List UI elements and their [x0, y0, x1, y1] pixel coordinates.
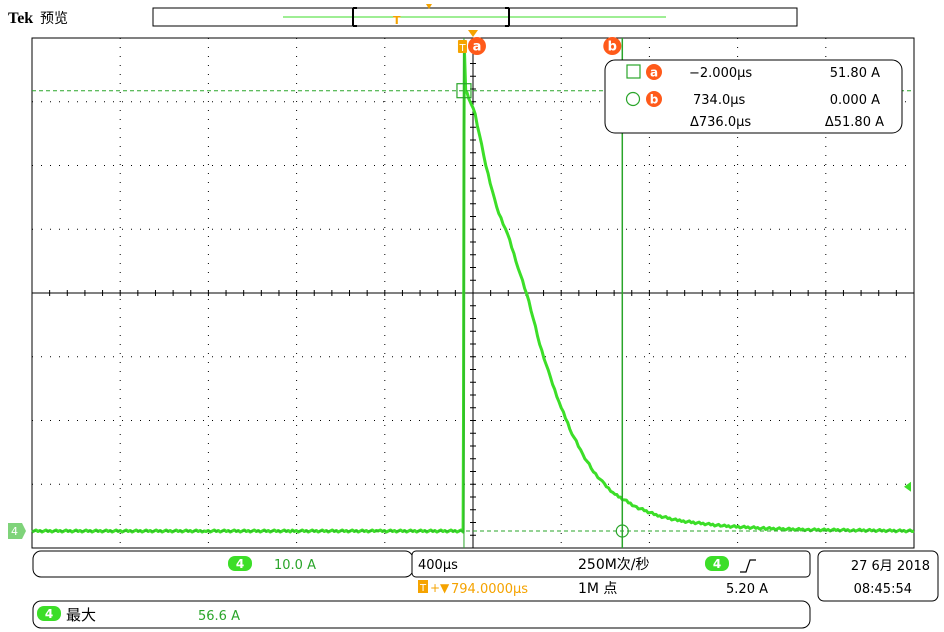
cursor-a-marker [456, 83, 472, 99]
cursor-a-time: −2.000μs [689, 66, 752, 81]
trigger-level: 5.20 A [726, 582, 768, 597]
channel-4-badge [228, 556, 252, 571]
cursor-b-circle-icon [625, 91, 641, 107]
time-scale: 400μs [418, 558, 458, 573]
cursor-a-value: 51.80 A [830, 66, 880, 81]
date: 27 6月 2018 [851, 559, 930, 574]
svg-text:b: b [650, 93, 659, 107]
trigger-position-icon[interactable] [468, 30, 478, 37]
cursor-b-marker [615, 524, 629, 538]
svg-text:4: 4 [713, 557, 721, 571]
svg-text:b: b [608, 40, 617, 55]
cursor-b-time: 734.0μs [693, 93, 745, 108]
channel-ground-marker[interactable]: 4 [8, 523, 26, 539]
trigger-level-icon[interactable] [904, 481, 911, 492]
cursor-a-readout-badge [646, 64, 662, 80]
channel-scale: 10.0 A [274, 558, 316, 573]
svg-text:a: a [650, 66, 658, 80]
svg-text:T: T [419, 583, 427, 594]
trigger-channel-badge [705, 556, 729, 571]
svg-text:T: T [393, 14, 401, 27]
delta-time: Δ736.0μs [690, 115, 751, 130]
cursor-readout: a −2.000μs 51.80 A b 734.0μs 0.000 A Δ73… [604, 59, 903, 134]
trigger-t-icon [418, 580, 428, 593]
cursor-b-value: 0.000 A [830, 93, 880, 108]
channel-scale-panel[interactable]: 4 10.0 A [32, 550, 414, 578]
cursor-a-badge[interactable]: a [467, 37, 486, 55]
svg-text:T: T [458, 43, 466, 54]
brand-logo: Tek [8, 10, 33, 27]
measurement-channel-badge [37, 606, 61, 621]
delta-value: Δ51.80 A [825, 115, 884, 130]
timebase-panel[interactable]: 400μs 250M次/秒 4 T +▼ 794.0000μs 1M 点 5.2… [411, 550, 811, 597]
cursor-b-readout-badge [646, 91, 662, 107]
datetime-panel: 27 6月 2018 08:45:54 [817, 550, 939, 602]
sample-rate: 250M次/秒 [578, 557, 650, 573]
cursor-b-badge[interactable]: b [603, 37, 622, 55]
time-reference-icon: T [457, 40, 467, 54]
measurement-panel[interactable]: 4 最大 56.6 A [32, 600, 811, 629]
record-overview: T [152, 4, 798, 27]
mode-label: 预览 [40, 11, 68, 27]
time: 08:45:54 [854, 582, 912, 597]
rising-edge-icon [740, 559, 756, 573]
record-length: 1M 点 [578, 581, 617, 597]
svg-text:+▼: +▼ [430, 581, 450, 595]
cursor-a-square-icon [626, 64, 641, 79]
measurement-name: 最大 [66, 606, 96, 624]
svg-text:a: a [473, 40, 482, 55]
svg-text:4: 4 [45, 607, 53, 621]
trigger-position: 794.0000μs [451, 582, 528, 597]
svg-text:4: 4 [236, 557, 244, 571]
measurement-value: 56.6 A [198, 609, 240, 624]
svg-text:4: 4 [11, 525, 18, 538]
